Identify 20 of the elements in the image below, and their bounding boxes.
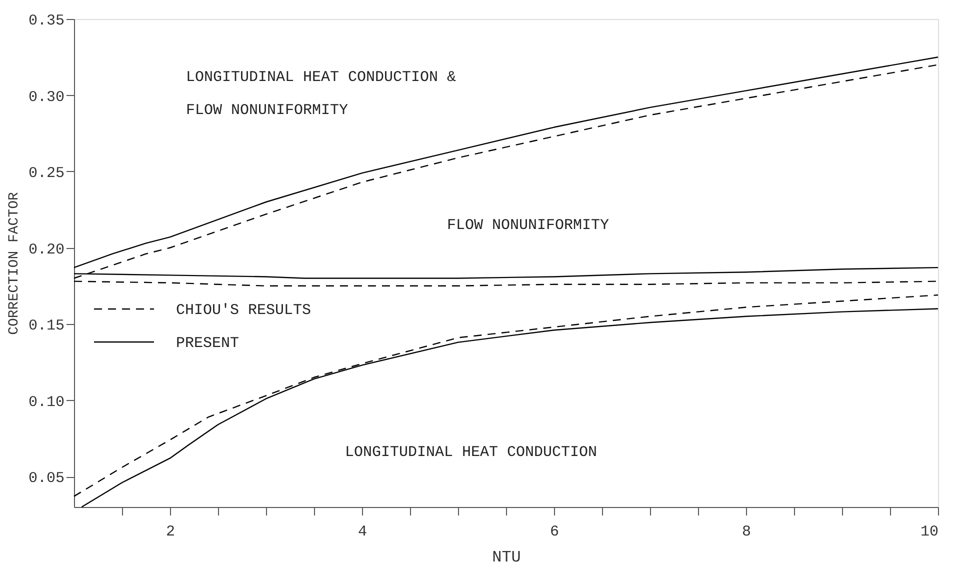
x-tick-label: 6 bbox=[550, 524, 560, 540]
legend-label: PRESENT bbox=[176, 335, 240, 352]
x-tick-label: 8 bbox=[742, 524, 752, 540]
annotation: FLOW NONUNIFORMITY bbox=[186, 102, 348, 119]
annotation: LONGITUDINAL HEAT CONDUCTION bbox=[345, 444, 598, 461]
x-tick-label: 2 bbox=[166, 524, 176, 540]
annotation: FLOW NONUNIFORMITY bbox=[447, 217, 610, 234]
annotation: LONGITUDINAL HEAT CONDUCTION & bbox=[186, 69, 456, 86]
y-tick-label: 0.10 bbox=[28, 394, 64, 411]
y-tick-label: 0.35 bbox=[28, 12, 64, 30]
y-tick-label: 0.30 bbox=[28, 88, 64, 106]
y-tick-label: 0.20 bbox=[28, 241, 64, 258]
x-tick-label: 10 bbox=[920, 524, 938, 540]
y-tick-label: 0.25 bbox=[28, 165, 64, 182]
x-tick-label: 4 bbox=[358, 524, 368, 540]
y-tick-label: 0.05 bbox=[28, 470, 64, 487]
y-tick-label: 0.15 bbox=[28, 318, 64, 334]
x-axis-title: NTU bbox=[492, 548, 521, 566]
legend-label: CHIOU'S RESULTS bbox=[176, 302, 312, 319]
y-axis-title: CORRECTION FACTOR bbox=[6, 191, 22, 335]
